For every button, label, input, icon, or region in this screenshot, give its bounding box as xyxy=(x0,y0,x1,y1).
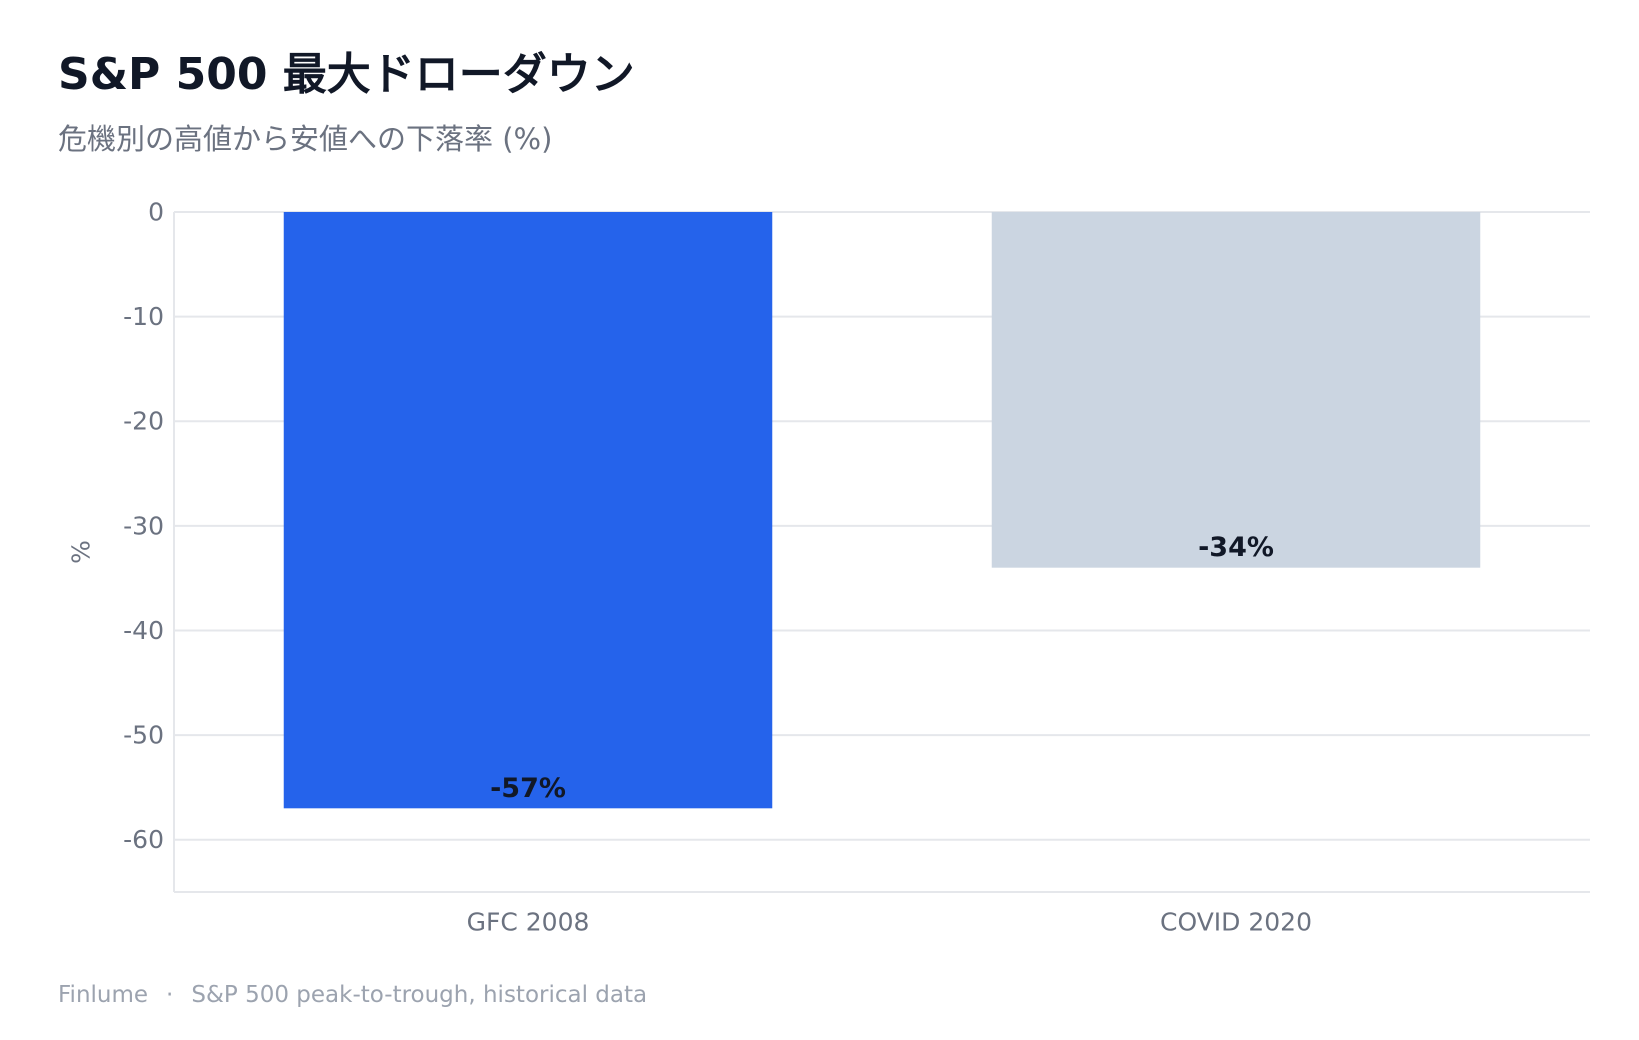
y-tick-label: -30 xyxy=(123,511,164,540)
footer-source: S&P 500 peak-to-trough, historical data xyxy=(191,982,648,1008)
y-tick-label: -10 xyxy=(123,302,164,331)
y-axis-label: % xyxy=(67,540,96,564)
y-tick-label: 0 xyxy=(148,198,164,227)
x-tick-label: GFC 2008 xyxy=(467,907,590,936)
footer-brand: Finlume xyxy=(58,982,149,1008)
y-tick-label: -20 xyxy=(123,407,164,436)
chart-title: S&P 500 最大ドローダウン xyxy=(58,49,635,100)
y-tick-label: -60 xyxy=(123,825,164,854)
y-tick-label: -40 xyxy=(123,616,164,645)
chart-subtitle: 危機別の高値から安値への下落率 (%) xyxy=(58,122,553,156)
y-tick-label: -50 xyxy=(123,721,164,750)
labels: 0 -10 -20 -30 -40 -50 -60% -57% GFC 2008 -34% COVI… xyxy=(67,198,1313,937)
data-label: -34% xyxy=(1198,532,1274,563)
bars xyxy=(283,212,1481,809)
footer-separator: · xyxy=(166,982,174,1008)
bar-1 xyxy=(991,212,1481,568)
axes xyxy=(173,212,1590,893)
data-label: -57% xyxy=(490,773,566,804)
x-tick-label: COVID 2020 xyxy=(1160,907,1312,936)
bar-0 xyxy=(283,212,773,809)
footer: Finlume · S&P 500 peak-to-trough, historic… xyxy=(58,982,647,1008)
